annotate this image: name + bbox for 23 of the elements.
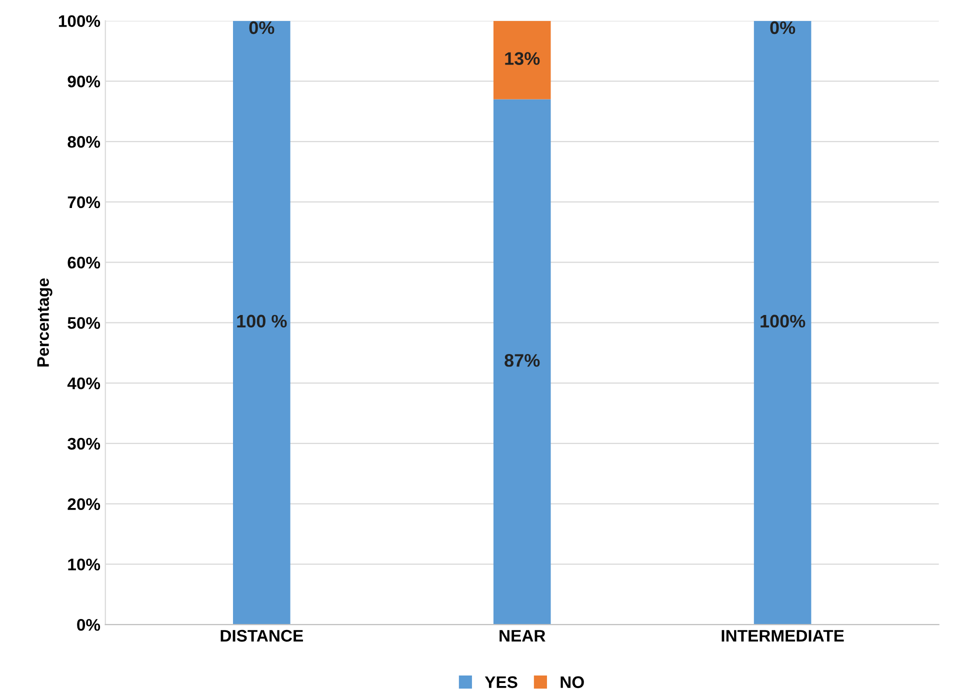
x-tick-label: INTERMEDIATE [722,630,844,642]
data-label: 13% [505,52,540,65]
y-tick-label: 70% [68,196,100,208]
y-tick-label: 40% [67,377,100,390]
y-tick-label: 100% [58,15,100,28]
y-tick-label: 30% [68,438,100,450]
data-label: 100% [760,314,806,328]
y-tick-label: 80% [68,136,100,148]
data-label: 100 % [237,314,287,328]
y-tick-label: 60% [68,256,100,269]
x-tick-label: DISTANCE [220,630,303,642]
legend-label: NO [560,676,584,688]
y-axis-title: Percentage [37,278,52,367]
legend-label: YES [484,676,518,688]
y-tick-label: 20% [68,498,100,510]
y-tick-label: 10% [68,558,100,570]
data-label: 87% [504,354,540,367]
y-tick-label: 0% [77,619,100,631]
y-tick-label: 90% [68,76,100,88]
data-label: 0% [770,21,796,34]
y-tick-label: 50% [68,317,100,329]
data-label: 0% [249,21,274,34]
x-tick-label: NEAR [500,630,546,642]
